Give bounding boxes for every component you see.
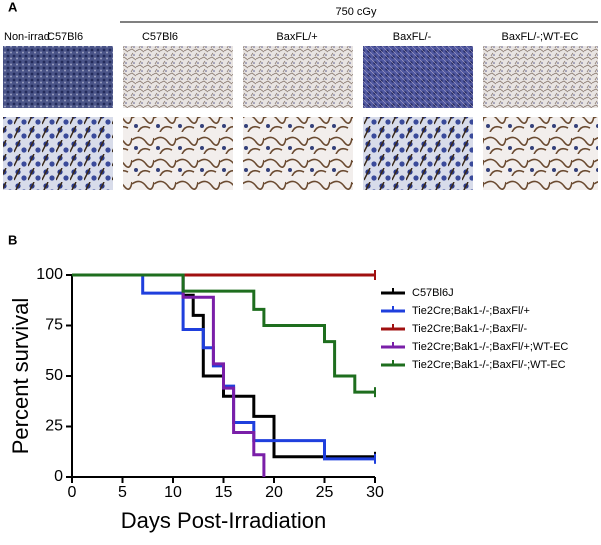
column-label: Non-irrad xyxy=(4,31,50,43)
micrograph xyxy=(243,117,353,190)
x-tick-label: 15 xyxy=(215,484,233,501)
panel-label: A xyxy=(8,0,18,14)
legend-label: C57Bl6J xyxy=(412,287,454,299)
y-tick-label: 50 xyxy=(45,367,63,384)
micrograph xyxy=(243,46,353,108)
micrograph xyxy=(483,46,598,108)
y-tick-label: 75 xyxy=(45,317,63,334)
group-label: 750 cGy xyxy=(336,6,377,18)
y-tick-label: 25 xyxy=(45,418,63,435)
column-label: BaxFL/- xyxy=(393,31,432,43)
survival-line xyxy=(72,273,375,394)
x-tick-label: 20 xyxy=(265,484,283,501)
column-label: C57Bl6 xyxy=(142,31,178,43)
panel-label: B xyxy=(8,232,17,247)
micrograph xyxy=(123,117,233,190)
micrograph xyxy=(3,46,113,108)
y-tick-label: 0 xyxy=(54,468,63,485)
column-label: C57Bl6 xyxy=(47,31,83,43)
x-tick-label: 10 xyxy=(164,484,182,501)
y-axis-label: Percent survival xyxy=(8,298,33,455)
legend-label: Tie2Cre;Bak1-/-;BaxFl/+ xyxy=(412,305,530,317)
micrograph xyxy=(483,117,598,190)
micrograph xyxy=(3,117,113,190)
micrograph xyxy=(123,46,233,108)
column-label: BaxFL/+ xyxy=(276,31,317,43)
legend-label: Tie2Cre;Bak1-/-;BaxFl/-;WT-EC xyxy=(412,359,566,371)
x-tick-label: 25 xyxy=(316,484,334,501)
x-tick-label: 30 xyxy=(366,484,384,501)
legend-label: Tie2Cre;Bak1-/-;BaxFl/- xyxy=(412,323,527,335)
micrograph xyxy=(363,117,473,190)
survival-chart: 0 25 50 75 100 0 5 10 15 20 25 30 Days Post-Irradiat… xyxy=(8,266,569,533)
x-tick-label: 0 xyxy=(68,484,77,501)
x-tick-label: 5 xyxy=(118,484,127,501)
survival-line xyxy=(72,273,375,459)
micrograph xyxy=(363,46,473,108)
legend-label: Tie2Cre;Bak1-/-;BaxFl/+;WT-EC xyxy=(412,341,568,353)
survival-line xyxy=(72,273,266,477)
column-label: BaxFL/-;WT-EC xyxy=(501,31,578,43)
y-tick-label: 100 xyxy=(36,266,63,283)
survival-line xyxy=(72,273,375,461)
x-axis-label: Days Post-Irradiation xyxy=(121,508,326,533)
